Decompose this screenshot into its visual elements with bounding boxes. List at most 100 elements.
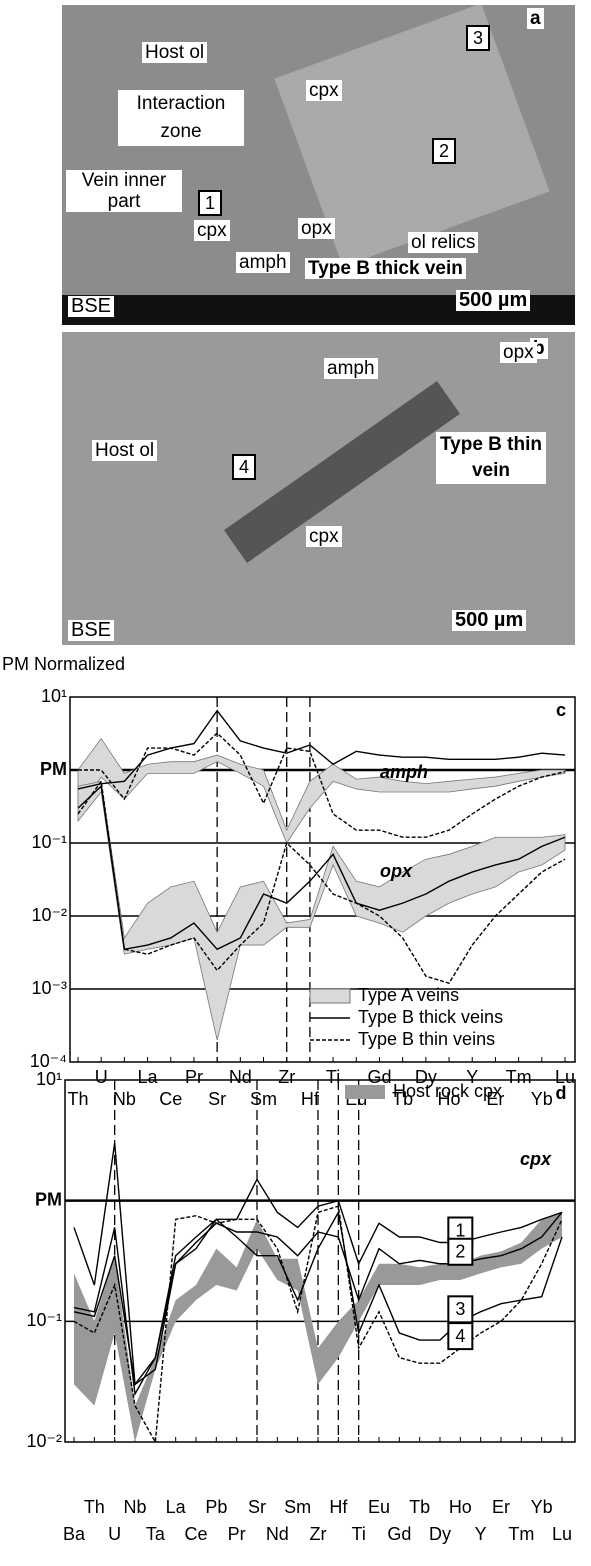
- label: BSE: [68, 296, 115, 317]
- line: [73, 1205, 563, 1445]
- x-tick-label: Tb: [392, 1089, 413, 1109]
- label: amph: [324, 358, 378, 379]
- label: amph: [236, 252, 290, 273]
- y-tick-label: PM: [40, 759, 67, 779]
- x-tick-label: Er: [492, 1497, 510, 1517]
- x-tick-label: Ho: [438, 1089, 461, 1109]
- x-tick-label: Ho: [449, 1497, 472, 1517]
- band: [77, 780, 566, 1041]
- x-tick-label: Ta: [146, 1524, 166, 1544]
- tag: 4: [455, 1326, 465, 1346]
- y-tick-label: 10⁻⁴: [30, 1051, 67, 1071]
- label: Vein inner part: [66, 170, 182, 212]
- label: Interaction zone: [118, 90, 244, 146]
- x-tick-label: Hf: [329, 1497, 348, 1517]
- band: [77, 737, 566, 844]
- label: Type B thin vein: [436, 432, 546, 484]
- legend-swatch: [309, 988, 351, 1004]
- x-tick-label: Tm: [508, 1524, 534, 1544]
- x-tick-label: Yb: [531, 1497, 553, 1517]
- y-axis-title: PM Normalized: [2, 654, 125, 674]
- line: [78, 732, 566, 838]
- legend-label: Type B thick veins: [358, 1007, 503, 1027]
- x-tick-label: Nd: [229, 1067, 252, 1087]
- scale-bar: 500 µm: [456, 290, 531, 311]
- x-tick-label: Gd: [387, 1524, 411, 1544]
- panel-letter: d: [556, 1083, 567, 1103]
- tag-box: [447, 1295, 474, 1324]
- x-tick-label: Sr: [208, 1089, 226, 1109]
- x-tick-label: Th: [84, 1497, 105, 1517]
- tag-box: [447, 1237, 474, 1266]
- y-tick-label: 10¹: [36, 1069, 62, 1089]
- micrograph-b: [62, 332, 575, 645]
- x-tick-label: Zr: [278, 1067, 295, 1087]
- line: [73, 1211, 563, 1397]
- tag: 1: [455, 1220, 465, 1240]
- frame: [69, 696, 576, 1063]
- x-tick-label: La: [166, 1497, 187, 1517]
- y-tick-label: 10⁻¹: [31, 832, 67, 852]
- y-tick-label: 10¹: [41, 686, 67, 706]
- y-tick-label: 10⁻²: [26, 1431, 62, 1451]
- x-tick-label: Lu: [552, 1524, 572, 1544]
- x-tick-label: Zr: [310, 1524, 327, 1544]
- x-tick-label: Ce: [184, 1524, 207, 1544]
- x-tick-label: Nb: [123, 1497, 146, 1517]
- label: ol relics: [408, 232, 479, 253]
- spot: 1: [198, 190, 222, 216]
- x-tick-label: Lu: [555, 1067, 575, 1087]
- spot: 3: [466, 25, 490, 51]
- panel-letter: c: [556, 700, 566, 720]
- line: [73, 1210, 563, 1386]
- annotation: amph: [380, 762, 428, 782]
- tag-box: [447, 1322, 474, 1351]
- y-tick-label: 10⁻³: [31, 978, 67, 998]
- frame: [64, 1079, 576, 1443]
- line: [77, 709, 566, 790]
- x-tick-label: Yb: [531, 1089, 553, 1109]
- x-tick-label: Nb: [113, 1089, 136, 1109]
- legend-label: Host rock cpx: [393, 1081, 502, 1101]
- legend-swatch: [345, 1085, 385, 1099]
- x-tick-label: Y: [466, 1067, 478, 1087]
- charts: PM Normalized10⁻⁴10⁻³10⁻²10⁻¹PM10¹ThUNbL…: [2, 654, 576, 1544]
- tag: 3: [455, 1299, 465, 1319]
- label: Host ol: [142, 42, 208, 63]
- label: cpx: [306, 80, 342, 101]
- x-tick-label: Er: [486, 1089, 504, 1109]
- x-tick-label: Th: [67, 1089, 88, 1109]
- x-tick-label: Sm: [284, 1497, 311, 1517]
- x-tick-label: Gd: [367, 1067, 391, 1087]
- y-tick-label: 10⁻¹: [26, 1310, 62, 1330]
- tag: 2: [455, 1242, 465, 1262]
- x-tick-label: Pr: [185, 1067, 203, 1087]
- legend-label: Type B thin veins: [358, 1029, 495, 1049]
- x-tick-label: Ce: [159, 1089, 182, 1109]
- label: BSE: [68, 620, 115, 641]
- x-tick-label: Ti: [352, 1524, 366, 1544]
- line: [77, 779, 566, 985]
- x-tick-label: Tm: [506, 1067, 532, 1087]
- annotation: opx: [380, 861, 413, 881]
- label: cpx: [306, 526, 342, 547]
- spot: 2: [432, 138, 456, 164]
- x-tick-label: Hf: [301, 1089, 320, 1109]
- spot: 4: [232, 454, 256, 480]
- x-tick-label: Sr: [248, 1497, 266, 1517]
- annotation: cpx: [520, 1149, 552, 1169]
- y-tick-label: 10⁻²: [31, 905, 67, 925]
- x-tick-label: Y: [475, 1524, 487, 1544]
- x-tick-label: Dy: [429, 1524, 451, 1544]
- label: cpx: [194, 220, 230, 241]
- label: opx: [298, 218, 335, 239]
- x-tick-label: Nd: [266, 1524, 289, 1544]
- x-tick-label: Pr: [228, 1524, 246, 1544]
- band: [74, 1212, 562, 1442]
- label: Type B thick vein: [305, 258, 466, 279]
- label: Host ol: [92, 440, 158, 461]
- panel-letter: a: [527, 8, 544, 29]
- x-tick-label: Pb: [205, 1497, 227, 1517]
- x-tick-label: Sm: [250, 1089, 277, 1109]
